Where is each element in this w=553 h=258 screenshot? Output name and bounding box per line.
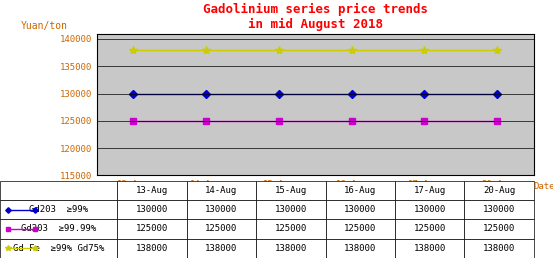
Text: Date: Date xyxy=(534,182,553,191)
Text: Yuan/ton: Yuan/ton xyxy=(20,21,67,31)
Title: Gadolinium series price trends
in mid August 2018: Gadolinium series price trends in mid Au… xyxy=(203,3,427,31)
